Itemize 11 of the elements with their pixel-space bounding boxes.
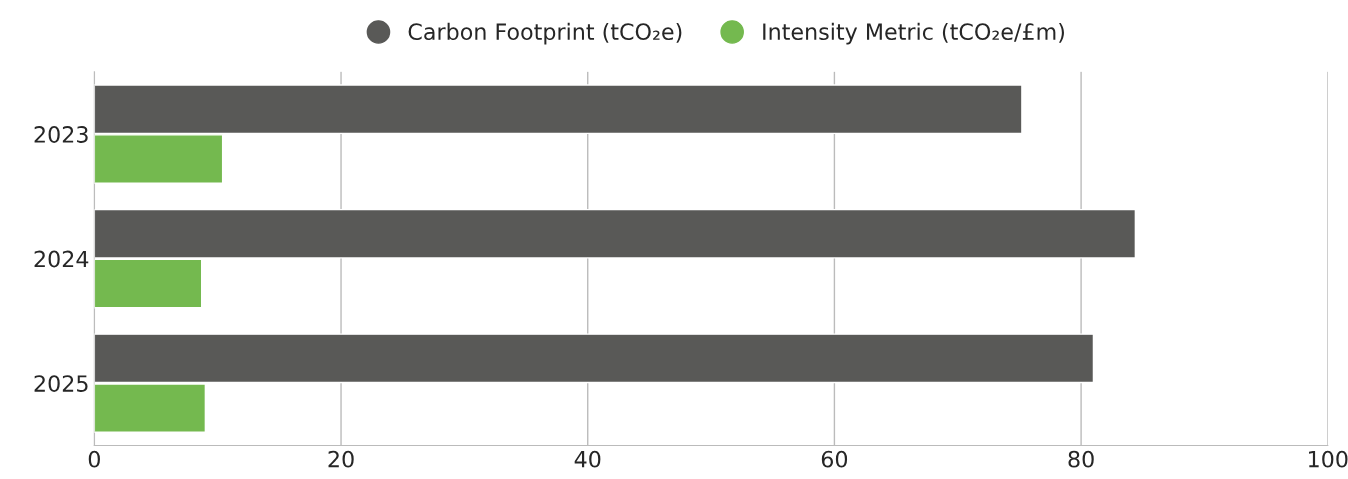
legend-label: Carbon Footprint (tCO₂e) — [408, 22, 682, 45]
x-tick-label: 40 — [574, 450, 601, 468]
x-tick-label: 100 — [1309, 450, 1348, 468]
x-tick-label: 20 — [328, 450, 354, 468]
y-tick-label: 2023 — [34, 126, 88, 143]
y-tick-label: 2025 — [34, 375, 88, 392]
x-tick-label: 80 — [1068, 450, 1094, 468]
y-tick-label: 2024 — [34, 250, 89, 268]
x-tick-label: 0 — [88, 450, 100, 468]
x-tick-label: 60 — [821, 450, 848, 468]
legend-label: Intensity Metric (tCO₂e/£m) — [763, 22, 1064, 45]
